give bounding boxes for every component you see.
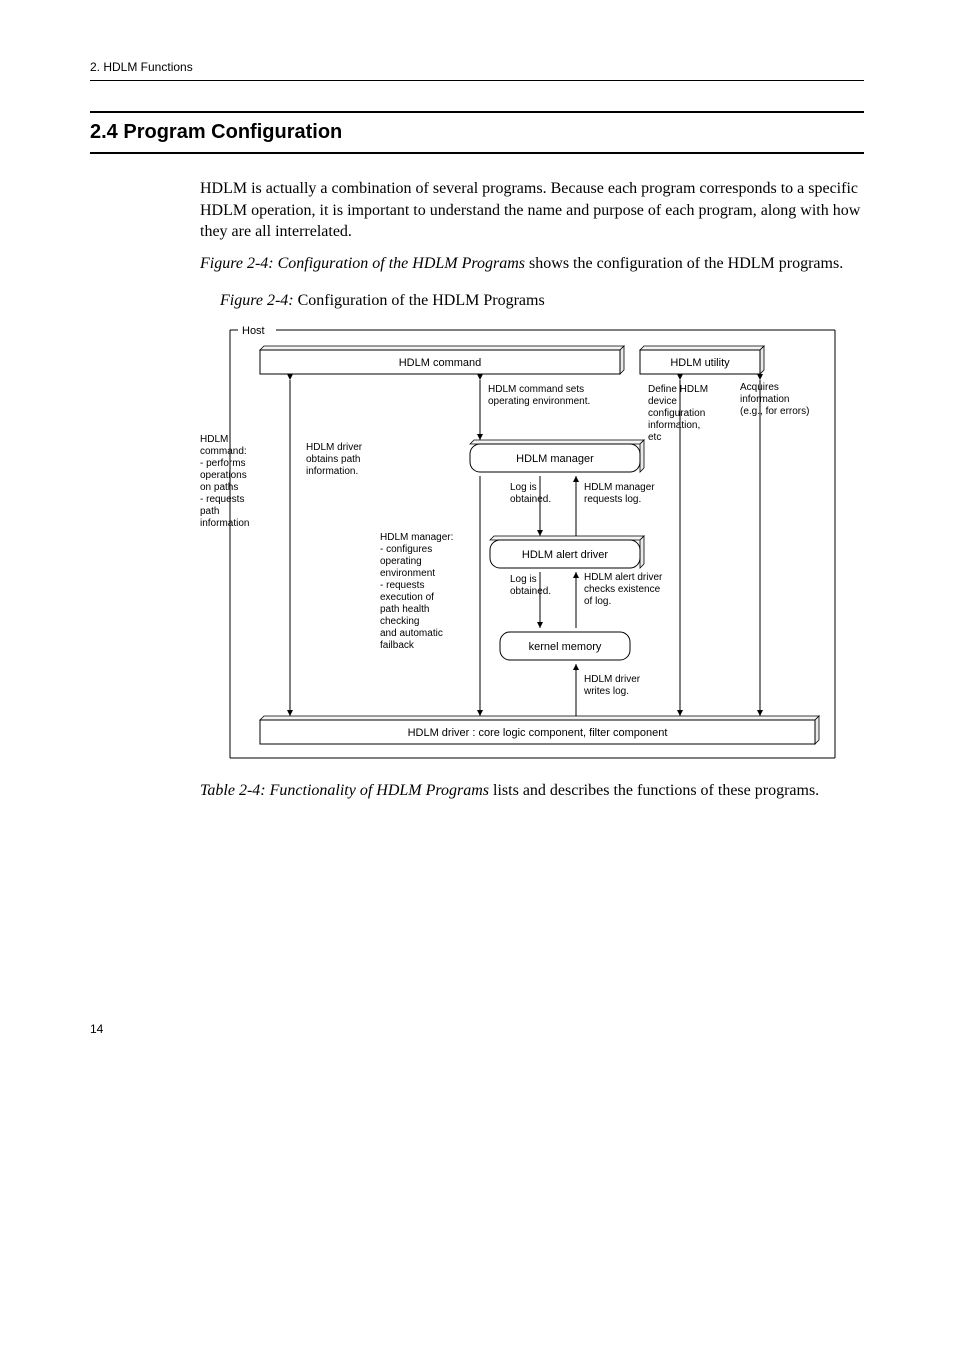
paragraph-3: Table 2-4: Functionality of HDLM Program… <box>200 780 864 802</box>
svg-text:HDLM manager:: HDLM manager: <box>380 532 453 543</box>
svg-text:Acquires: Acquires <box>740 382 779 393</box>
svg-text:information.: information. <box>306 466 358 477</box>
figure-label: Figure 2-4: <box>220 292 294 309</box>
svg-text:HDLM alert driver: HDLM alert driver <box>522 549 609 561</box>
svg-text:etc: etc <box>648 432 661 443</box>
svg-text:path health: path health <box>380 604 430 615</box>
svg-text:obtained.: obtained. <box>510 494 551 505</box>
paragraph-1: HDLM is actually a combination of severa… <box>200 178 864 243</box>
svg-text:execution of: execution of <box>380 592 434 603</box>
section-number: 2.4 <box>90 121 118 143</box>
svg-text:information: information <box>740 394 789 405</box>
svg-text:HDLM driver: HDLM driver <box>584 674 641 685</box>
svg-text:command:: command: <box>200 446 247 457</box>
header-divider <box>90 80 864 81</box>
svg-text:information: information <box>200 518 249 529</box>
svg-text:failback: failback <box>380 640 415 651</box>
paragraph-2-rest: shows the configuration of the HDLM prog… <box>525 255 843 272</box>
svg-text:- requests: - requests <box>200 494 244 505</box>
svg-text:environment: environment <box>380 568 435 579</box>
svg-text:checking: checking <box>380 616 419 627</box>
svg-text:checks existence: checks existence <box>584 584 661 595</box>
svg-text:device: device <box>648 396 677 407</box>
svg-text:operating: operating <box>380 556 422 567</box>
svg-text:obtained.: obtained. <box>510 586 551 597</box>
running-header: 2. HDLM Functions <box>90 60 864 74</box>
svg-text:HDLM utility: HDLM utility <box>670 357 730 369</box>
svg-text:on paths: on paths <box>200 482 238 493</box>
section-heading: Program Configuration <box>123 121 342 143</box>
figure-caption-text: Configuration of the HDLM Programs <box>298 292 545 309</box>
svg-text:path: path <box>200 506 219 517</box>
svg-text:obtains path: obtains path <box>306 454 361 465</box>
svg-text:operating environment.: operating environment. <box>488 396 590 407</box>
svg-text:kernel memory: kernel memory <box>529 641 602 653</box>
svg-text:(e.g., for errors): (e.g., for errors) <box>740 406 809 417</box>
svg-text:operations: operations <box>200 470 247 481</box>
svg-text:HDLM alert driver: HDLM alert driver <box>584 572 663 583</box>
svg-text:HDLM manager: HDLM manager <box>516 453 594 465</box>
svg-text:Host: Host <box>242 325 265 337</box>
paragraph-2: Figure 2-4: Configuration of the HDLM Pr… <box>200 253 864 275</box>
page-number: 14 <box>90 1022 864 1036</box>
svg-text:HDLM driver: HDLM driver <box>306 442 363 453</box>
svg-text:HDLM command: HDLM command <box>399 357 482 369</box>
svg-text:configuration: configuration <box>648 408 705 419</box>
svg-text:- configures: - configures <box>380 544 432 555</box>
figure-diagram: Host HDLM command HDLM utility HDLM manager… <box>200 322 840 762</box>
figure-ref: Figure 2-4: Configuration of the HDLM Pr… <box>200 255 525 272</box>
svg-text:requests log.: requests log. <box>584 494 641 505</box>
svg-text:- performs: - performs <box>200 458 246 469</box>
table-ref: Table 2-4: Functionality of HDLM Program… <box>200 782 489 799</box>
svg-text:Define HDLM: Define HDLM <box>648 384 708 395</box>
svg-text:HDLM command sets: HDLM command sets <box>488 384 584 395</box>
svg-text:HDLM: HDLM <box>200 434 228 445</box>
figure-caption: Figure 2-4: Configuration of the HDLM Pr… <box>220 292 864 310</box>
svg-text:HDLM driver : core logic compo: HDLM driver : core logic component, filt… <box>408 727 668 739</box>
svg-text:Log is: Log is <box>510 482 537 493</box>
section-title: 2.4 Program Configuration <box>90 111 864 154</box>
svg-text:and automatic: and automatic <box>380 628 443 639</box>
paragraph-3-rest: lists and describes the functions of the… <box>489 782 819 799</box>
svg-text:- requests: - requests <box>380 580 424 591</box>
svg-text:information,: information, <box>648 420 700 431</box>
svg-text:of log.: of log. <box>584 596 611 607</box>
svg-text:writes log.: writes log. <box>583 686 629 697</box>
svg-text:Log is: Log is <box>510 574 537 585</box>
svg-text:HDLM manager: HDLM manager <box>584 482 655 493</box>
